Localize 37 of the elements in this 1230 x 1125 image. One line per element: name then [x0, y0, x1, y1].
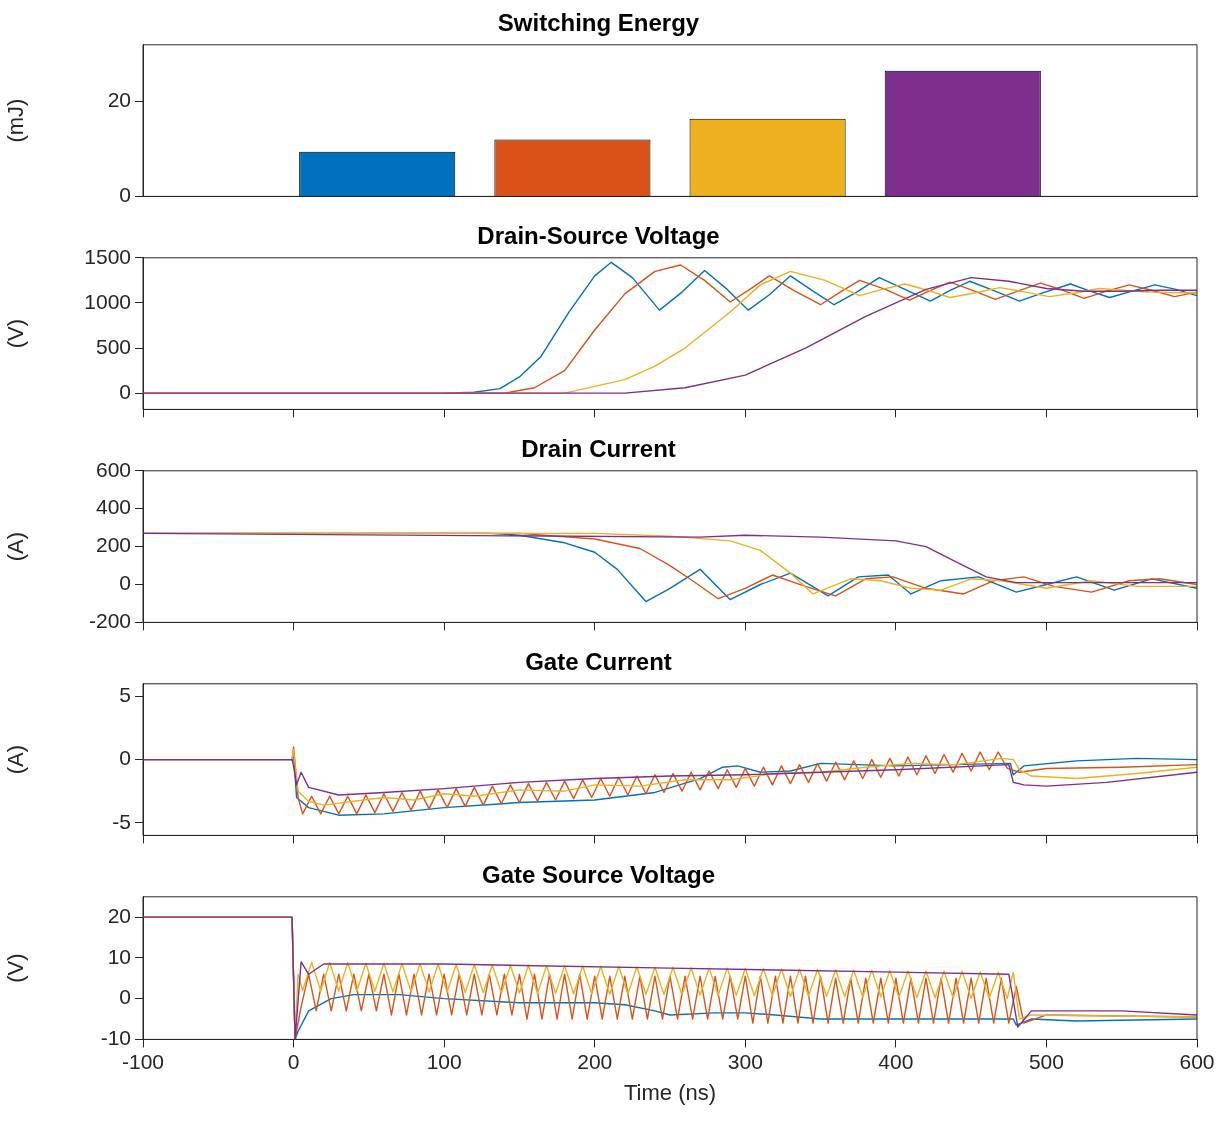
y-tick-label: 0	[119, 985, 131, 1009]
y-tick-label: 0	[119, 746, 131, 770]
chart-title: Drain-Source Voltage	[477, 222, 720, 250]
y-tick-label: -10	[100, 1026, 131, 1050]
y-tick-label: 400	[95, 495, 131, 519]
x-tick-label: 200	[577, 1049, 613, 1073]
y-tick-label: 10	[107, 944, 131, 968]
y-tick-label: 200	[95, 533, 131, 557]
y-tick-label: 0	[119, 379, 131, 403]
x-tick-label: 0	[287, 1049, 300, 1073]
chart-title: Gate Current	[525, 648, 672, 676]
y-axis-title: (mJ)	[3, 98, 29, 143]
y-tick-label: 1000	[84, 289, 131, 313]
x-tick-label: 100	[426, 1049, 462, 1073]
y-tick-label: 0	[119, 571, 131, 595]
x-axis-title: Time (ns)	[623, 1079, 717, 1105]
x-tick-label: 300	[727, 1049, 763, 1073]
y-tick-label: 500	[95, 334, 131, 358]
x-tick-label: 400	[878, 1049, 914, 1073]
x-tick-label: 600	[1179, 1049, 1215, 1073]
y-tick-label: 5	[119, 683, 131, 707]
y-axis-title: (A)	[3, 531, 29, 562]
y-tick-label: 1500	[84, 244, 131, 268]
y-axis-title: (A)	[3, 744, 29, 775]
y-tick-label: 0	[119, 183, 131, 207]
chart-title: Drain Current	[521, 435, 676, 463]
y-tick-label: 600	[95, 457, 131, 481]
y-axis-title: (V)	[3, 953, 29, 983]
chart-title: Gate Source Voltage	[482, 861, 715, 889]
y-axis-title: (V)	[3, 318, 29, 349]
x-tick-label: 500	[1028, 1049, 1064, 1073]
chart-title: Switching Energy	[497, 9, 700, 37]
y-tick-label: 20	[107, 903, 131, 927]
y-tick-label: -5	[112, 809, 131, 833]
y-tick-label: 20	[107, 88, 131, 112]
x-tick-label: -100	[121, 1049, 165, 1073]
y-tick-label: -200	[88, 609, 131, 633]
